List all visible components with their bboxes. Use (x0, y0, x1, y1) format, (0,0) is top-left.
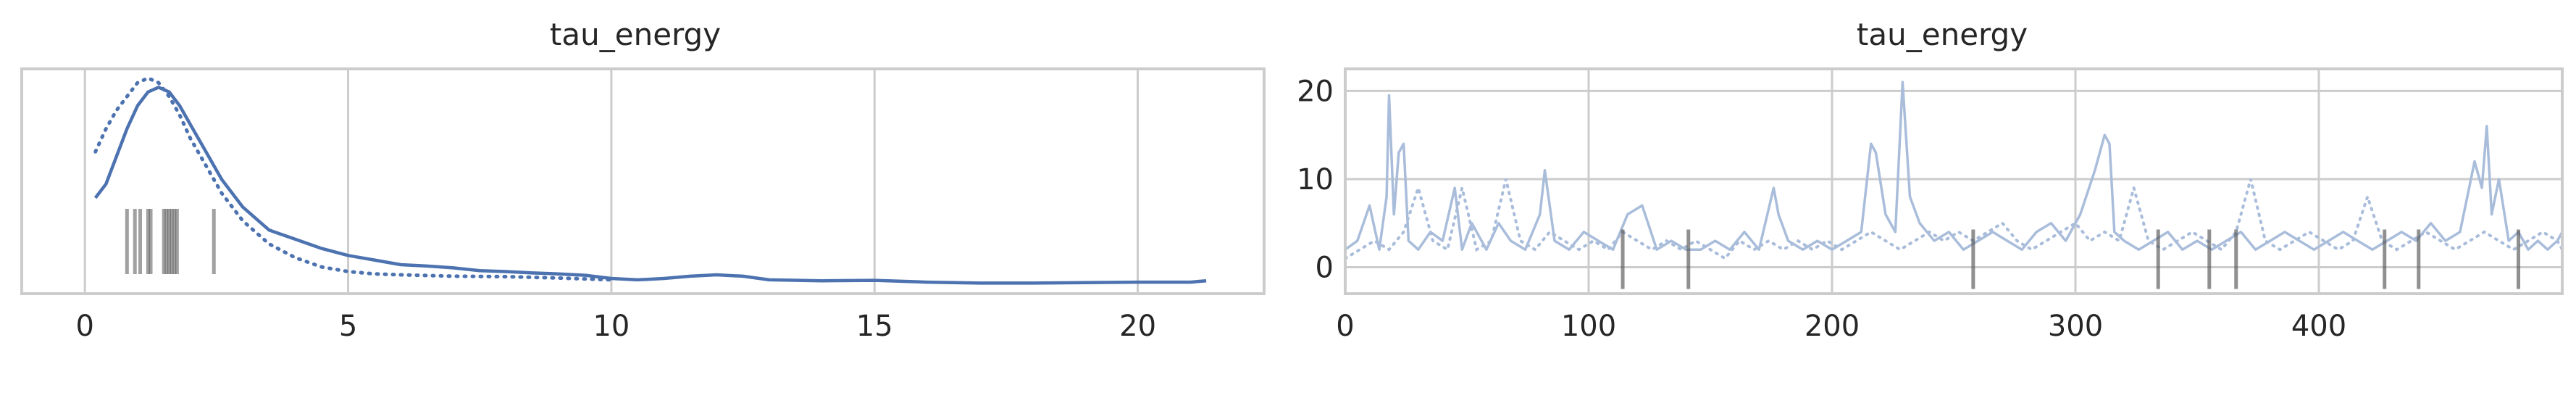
density-title: tau_energy (550, 17, 721, 52)
x-tick-label: 5 (339, 310, 357, 343)
density-panel: tau_energy 0 5 10 15 20 (20, 17, 1266, 343)
x-tick-label: 10 (593, 310, 630, 343)
density-series-solid (93, 86, 1207, 285)
trace-gridlines (1344, 69, 2562, 294)
trace-lines (1344, 80, 2564, 261)
x-tick-label: 0 (75, 310, 93, 343)
trace-frame (1344, 67, 2564, 295)
density-gridlines (83, 69, 1139, 294)
x-tick-label: 15 (856, 310, 893, 343)
density-lines (93, 75, 1207, 285)
x-tick-label: 300 (2048, 310, 2103, 343)
trace-x-ticks: 0 100 200 300 400 (1336, 310, 2346, 343)
density-rug (125, 209, 216, 274)
x-tick-label: 400 (2291, 310, 2346, 343)
trace-series-dotted (1344, 178, 2564, 261)
x-tick-label: 200 (1805, 310, 1860, 343)
x-tick-label: 100 (1561, 310, 1616, 343)
density-x-ticks: 0 5 10 15 20 (75, 310, 1156, 343)
trace-title: tau_energy (1857, 17, 2028, 52)
y-tick-label: 0 (1316, 252, 1334, 285)
x-tick-label: 20 (1119, 310, 1156, 343)
trace-series-solid (1344, 80, 2564, 251)
y-tick-label: 10 (1297, 163, 1334, 197)
density-frame (20, 67, 1266, 295)
x-tick-label: 0 (1336, 310, 1354, 343)
trace-panel: tau_energy 0 100 200 300 400 0 10 20 (1297, 17, 2564, 343)
density-series-dotted (93, 75, 614, 282)
y-tick-label: 20 (1297, 75, 1334, 108)
trace-y-ticks: 0 10 20 (1297, 75, 1334, 284)
trace-divergence-marks (1621, 229, 2521, 289)
